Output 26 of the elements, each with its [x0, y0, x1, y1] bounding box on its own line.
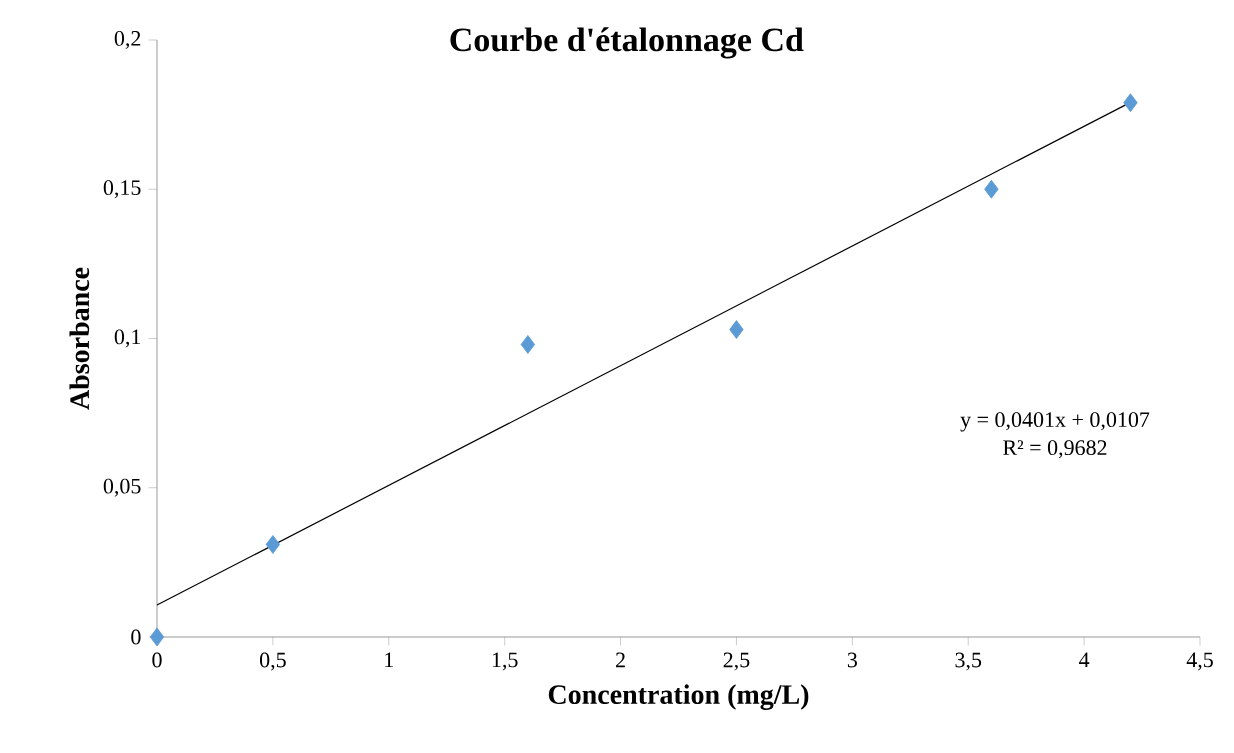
y-tick-label: 0,2 — [114, 30, 141, 49]
point — [729, 320, 744, 339]
x-tick-label: 4 — [1079, 652, 1090, 668]
y-tick-label: 0 — [131, 629, 141, 645]
x-tick-label: 0 — [152, 652, 162, 668]
x-axis-title: Concentration (mg/L) — [548, 684, 809, 710]
point — [149, 627, 165, 647]
chart-title: Courbe d'étalonnage Cd — [450, 27, 804, 59]
x-tick-label: 3 — [847, 652, 857, 668]
point — [520, 335, 535, 354]
x-tick-label: 2,5 — [723, 652, 750, 671]
point — [1123, 93, 1138, 113]
annotation: R² = 0,9682 — [1003, 440, 1107, 459]
x-tick-label: 2 — [616, 652, 625, 668]
x-tick-label: 3,5 — [955, 652, 982, 671]
y-tick-label: 0,05 — [103, 478, 141, 497]
y-tick-label: 0,1 — [114, 329, 141, 348]
point — [984, 179, 999, 199]
y-tick-label: 0,15 — [103, 180, 141, 199]
x-tick-label: 1,5 — [492, 652, 518, 671]
point — [265, 535, 281, 554]
y-axis-title: Absorbance — [69, 267, 90, 410]
annotation: y = 0,0401x + 0,0107 — [960, 412, 1150, 432]
x-tick-label: 0,5 — [260, 652, 286, 671]
x-tick-label: 1 — [385, 652, 393, 668]
x-tick-label: 4,5 — [1186, 652, 1213, 671]
